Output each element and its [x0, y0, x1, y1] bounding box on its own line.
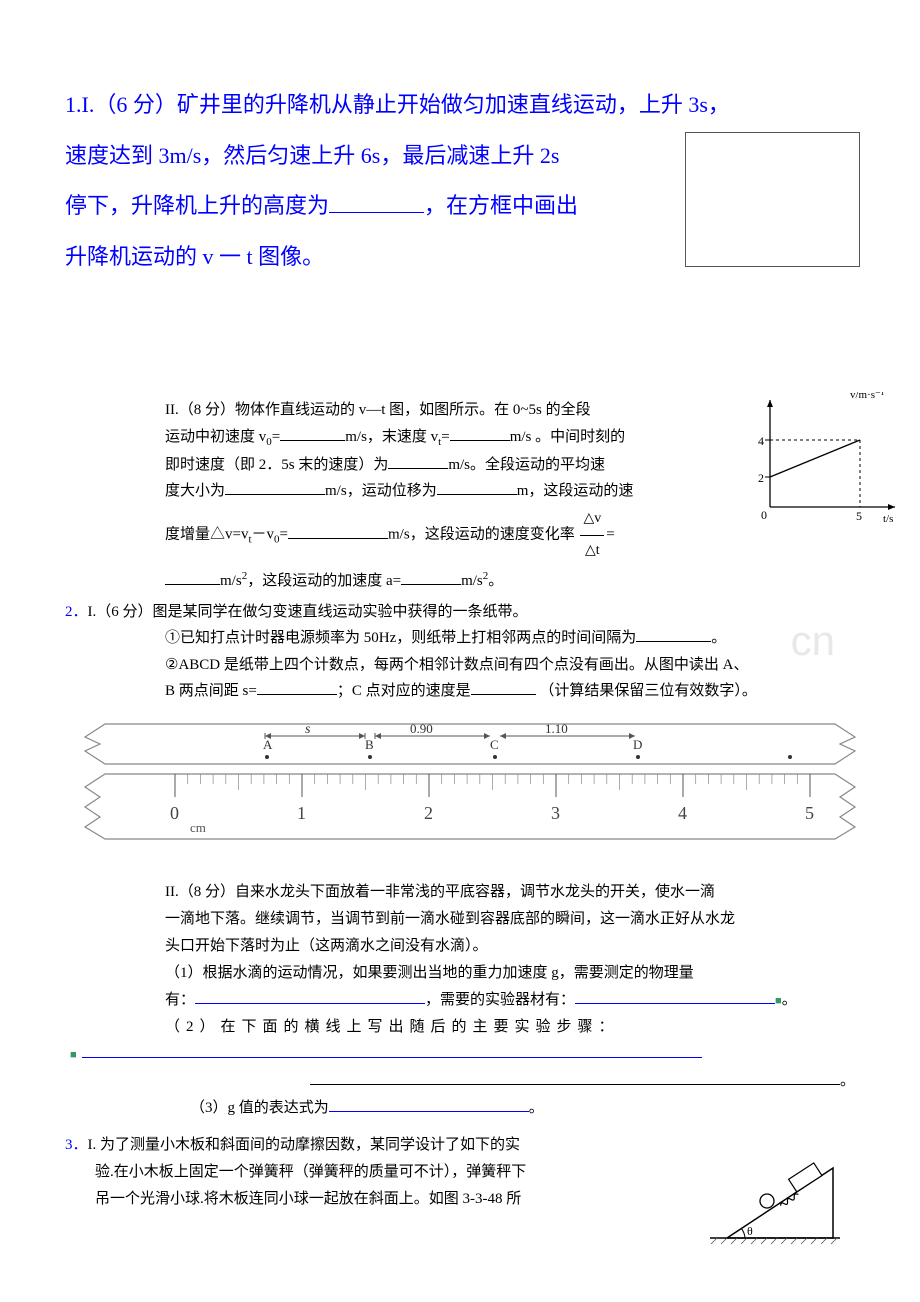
blank [195, 990, 425, 1004]
svg-text:4: 4 [678, 803, 687, 823]
green-marker: ■ [775, 995, 782, 1007]
q1-text4: 升降机运动的 v 一 t 图像。 [65, 232, 655, 283]
empty-box [685, 132, 860, 267]
fraction: △v△t [580, 504, 604, 567]
vt-graph: v/m·s⁻¹ t/s 2 4 0 5 [755, 392, 900, 532]
q3-l2: 验.在小木板上固定一个弹簧秤（弹簧秤的质量可不计），弹簧秤下 [95, 1159, 675, 1186]
q2ii-p3b: 。 [529, 1100, 544, 1116]
svg-text:5: 5 [856, 509, 862, 523]
svg-text:C: C [490, 737, 499, 752]
q2ii-p3a: （3）g 值的表达式为 [190, 1100, 329, 1116]
q1-text3b: ，在方框中画出 [424, 193, 578, 218]
q2ii-head: II.（8 分）自来水龙头下面放着一非常浅的平底容器，调节水龙头的开关，使水一滴 [165, 879, 855, 906]
svg-text:B: B [365, 737, 374, 752]
question-2-i: cn 2．I.（6 分）图是某同学在做匀变速直线运动实验中获得的一条纸带。 ①已… [65, 599, 855, 704]
q2-l2b: 。 [711, 630, 726, 646]
q2-l4b: ；C 点对应的速度是 [337, 683, 471, 699]
svg-text:D: D [633, 737, 642, 752]
q1ii-line1: II.（8 分）物体作直线运动的 v—t 图，如图所示。在 0~5s 的全段 [165, 397, 710, 423]
q1ii-l6c: m/s [461, 573, 483, 589]
q1-text3a: 停下，升降机上升的高度为 [65, 193, 329, 218]
svg-text:θ: θ [747, 1224, 753, 1238]
svg-text:4: 4 [758, 434, 764, 448]
q1ii-l5c: m/s，这段运动的速度变化率 [388, 527, 575, 543]
svg-text:5: 5 [805, 803, 814, 823]
q1ii-l4c: m，这段运动的速 [517, 483, 634, 499]
q1ii-l3a: 即时速度（即 2．5s 末的速度）为 [165, 457, 388, 473]
question-1-i: 1.I.（6 分）矿井里的升降机从静止开始做匀加速直线运动，上升 3s， 速度达… [65, 80, 855, 282]
q2-head: I.（6 分）图是某同学在做匀变速直线运动实验中获得的一条纸带。 [88, 604, 528, 620]
q2-l4a: B 两点间距 s= [165, 683, 257, 699]
svg-text:cm: cm [190, 820, 206, 835]
q1ii-l2b: m/s，末速度 v [345, 429, 438, 445]
q2-l4c: （计算结果保留三位有效数字）。 [539, 683, 757, 699]
q1-text1: 矿井里的升降机从静止开始做匀加速直线运动，上升 3s， [177, 92, 730, 117]
q1ii-l6a: m/s [220, 573, 242, 589]
blank [257, 681, 337, 695]
question-1-ii: v/m·s⁻¹ t/s 2 4 0 5 II.（8 分）物体作直线运动的 v—t… [165, 397, 855, 594]
frac-num: △v [580, 504, 604, 536]
ruler-figure: s 0.90 1.10 A B C D [80, 719, 855, 854]
svg-text:1: 1 [297, 803, 306, 823]
svg-text:1.10: 1.10 [545, 721, 568, 736]
blank [388, 455, 448, 469]
svg-text:A: A [263, 737, 273, 752]
blank [575, 990, 775, 1004]
svg-text:t/s: t/s [883, 513, 893, 525]
blank [471, 681, 536, 695]
q3-head: I. 为了测量小木板和斜面间的动摩擦因数，某同学设计了如下的实 [88, 1137, 521, 1153]
question-2-ii: II.（8 分）自来水龙头下面放着一非常浅的平底容器，调节水龙头的开关，使水一滴… [165, 879, 855, 1122]
q2ii-p1a: （1）根据水滴的运动情况，如果要测出当地的重力加速度 g，需要测定的物理量 [165, 960, 855, 987]
blank [636, 628, 711, 642]
q2ii-p2: （2）在下面的横线上写出随后的主要实验步骤： [165, 1014, 855, 1041]
q1-number: 1.I. [65, 92, 94, 117]
long-blank [82, 1044, 702, 1058]
frac-den: △t [580, 536, 604, 567]
blank [401, 571, 461, 585]
svg-text:s: s [305, 722, 311, 737]
blank [225, 481, 325, 495]
question-3: θ 3．I. 为了测量小木板和斜面间的动摩擦因数，某同学设计了如下的实 验.在小… [65, 1132, 855, 1213]
q2ii-l3: 头口开始下落时为止（这两滴水之间没有水滴）。 [165, 933, 855, 960]
q2-l2: ①已知打点计时器电源频率为 50Hz，则纸带上打相邻两点的时间间隔为 [165, 630, 636, 646]
svg-text:v/m·s⁻¹: v/m·s⁻¹ [850, 392, 884, 401]
q1-pts: （6 分） [94, 92, 177, 117]
q3-number: 3． [65, 1137, 88, 1153]
svg-text:0: 0 [761, 508, 767, 522]
q1ii-l3b: m/s。全段运动的平均速 [448, 457, 605, 473]
svg-text:2: 2 [424, 803, 433, 823]
svg-text:0: 0 [170, 803, 179, 823]
blank [450, 427, 510, 441]
q1ii-l2c: m/s 。中间时刻的 [510, 429, 625, 445]
svg-text:3: 3 [551, 803, 560, 823]
q2-l3: ②ABCD 是纸带上四个计数点，每两个相邻计数点间有四个点没有画出。从图中读出 … [165, 652, 855, 678]
svg-text:2: 2 [758, 471, 764, 485]
q1ii-l5b: －v [252, 527, 275, 543]
q2ii-l2: 一滴地下落。继续调节，当调节到前一滴水碰到容器底部的瞬间，这一滴水正好从水龙 [165, 906, 855, 933]
blank [437, 481, 517, 495]
blank [165, 571, 220, 585]
q1-text2: 速度达到 3m/s，然后匀速上升 6s，最后减速上升 2s [65, 131, 655, 182]
svg-text:0.90: 0.90 [410, 721, 433, 736]
long-blank-2 [310, 1071, 840, 1085]
blank [288, 525, 388, 539]
q1ii-l5a: 度增量△v=v [165, 527, 248, 543]
blank [329, 1098, 529, 1112]
q1ii-l4a: 度大小为 [165, 483, 225, 499]
q1ii-l6b: ，这段运动的加速度 a= [247, 573, 401, 589]
blank [280, 427, 345, 441]
q2ii-p1d: 。 [782, 992, 797, 1008]
q2ii-p2end: 。 [840, 1073, 855, 1089]
q1ii-l4b: m/s，运动位移为 [325, 483, 437, 499]
q2ii-p1c: ，需要的实验器材有： [425, 992, 575, 1008]
q2-number: 2． [65, 604, 88, 620]
q2ii-p1b: 有： [165, 992, 195, 1008]
q1-blank [329, 212, 424, 213]
q3-l3: 吊一个光滑小球.将木板连同小球一起放在斜面上。如图 3-3-48 所 [95, 1186, 675, 1213]
q1ii-l2a: 运动中初速度 v [165, 429, 266, 445]
incline-diagram: θ [705, 1150, 845, 1245]
green-marker-2: ■ [70, 1049, 77, 1061]
